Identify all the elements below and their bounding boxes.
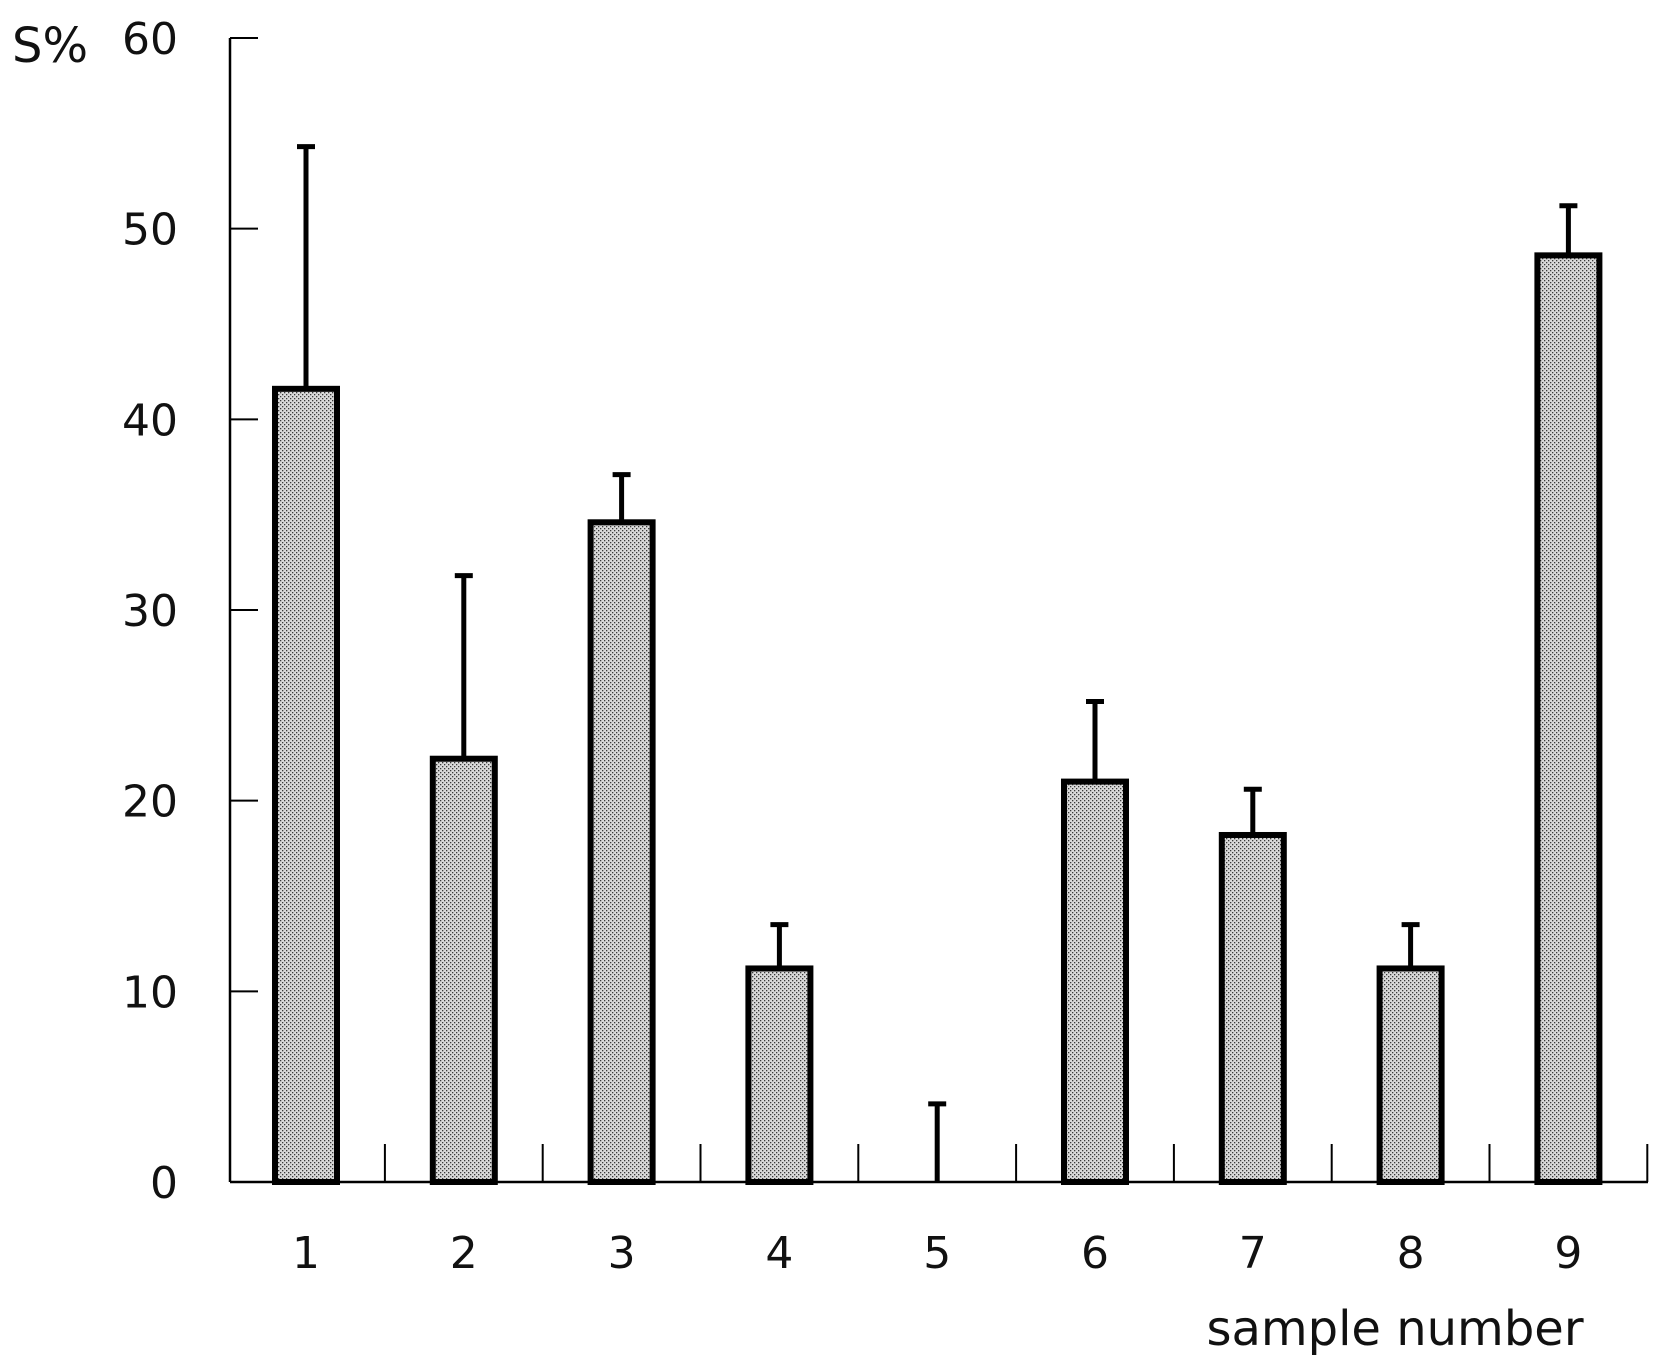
x-tick-label: 4	[765, 1228, 793, 1279]
x-tick-label: 7	[1239, 1228, 1267, 1279]
y-tick-label: 10	[122, 967, 178, 1018]
x-tick-label: 1	[292, 1228, 320, 1279]
x-tick-label: 2	[450, 1228, 478, 1279]
bar-sample-8	[1376, 965, 1445, 1185]
bar-sample-3	[587, 519, 656, 1185]
y-tick-label: 20	[122, 777, 178, 828]
x-tick-label: 8	[1397, 1228, 1425, 1279]
y-tick-label: 40	[122, 395, 178, 446]
y-tick-label: 60	[122, 14, 178, 65]
y-tick-label: 50	[122, 205, 178, 256]
bar-sample-7	[1218, 831, 1287, 1186]
y-tick-label: 30	[122, 586, 178, 637]
x-tick-label: 9	[1554, 1228, 1582, 1279]
x-tick-label: 3	[608, 1228, 636, 1279]
x-axis-title: sample number	[1206, 1301, 1583, 1357]
bar-sample-1	[272, 385, 340, 1185]
x-tick-label: 5	[923, 1228, 951, 1279]
y-tick-label: 0	[150, 1158, 178, 1209]
bar-sample-6	[1061, 778, 1129, 1185]
y-axis-title: S%	[12, 18, 88, 74]
y-axis: 0 10 20 30 40 50 60	[122, 14, 258, 1209]
bar-sample-9	[1534, 252, 1603, 1186]
bar-sample-4	[745, 965, 814, 1185]
x-tick-label: 6	[1081, 1228, 1109, 1279]
bars	[272, 252, 1603, 1186]
bar-sample-2	[429, 755, 498, 1185]
error-bars	[297, 144, 1578, 1182]
